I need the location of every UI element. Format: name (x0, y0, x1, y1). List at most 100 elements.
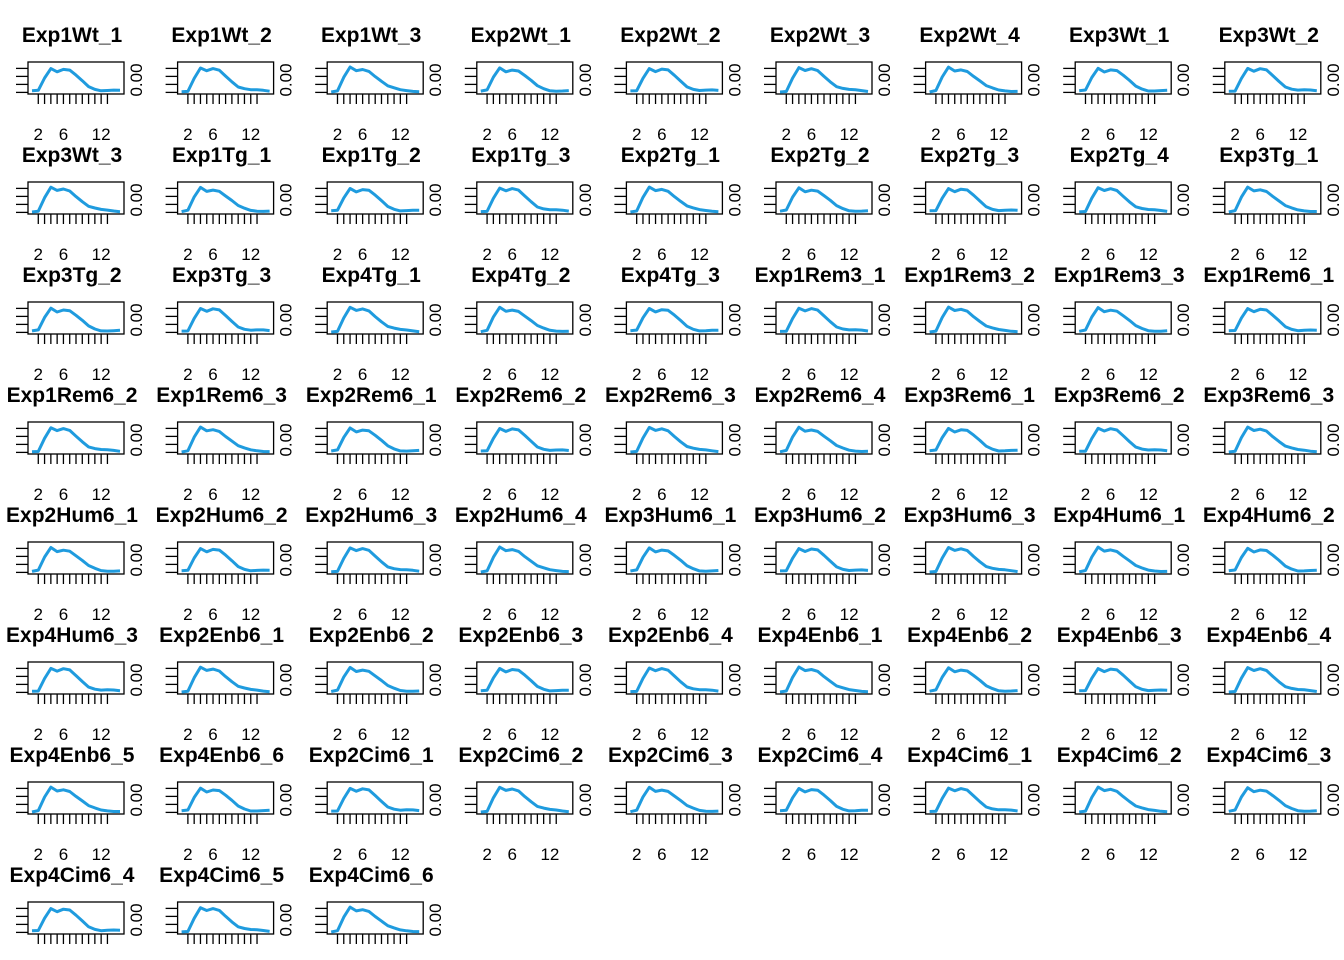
panel-title: Exp4Enb6_6 (159, 744, 284, 767)
x-tick-label: 6 (208, 725, 217, 744)
y-tick-label: 0.00 (1324, 63, 1343, 96)
x-tick-label: 12 (840, 365, 859, 384)
x-tick-label: 12 (540, 485, 559, 504)
series-line (1078, 785, 1168, 814)
chart-panel: Exp2Cim6_2 0.00 2 6 12 (458, 744, 594, 864)
y-tick-label: 0.00 (1174, 663, 1193, 696)
x-tick-label: 12 (241, 125, 260, 144)
series-line (929, 187, 1018, 213)
y-tick-label: 0.00 (725, 183, 744, 216)
y-tick-label: 0.00 (127, 663, 146, 696)
x-tick-label: 12 (540, 125, 559, 144)
plot-frame (326, 661, 424, 695)
series-line (181, 66, 270, 94)
x-tick-label: 2 (632, 725, 641, 744)
x-tick-label: 6 (59, 365, 68, 384)
x-tick-label: 6 (657, 605, 666, 624)
series-line (1228, 546, 1317, 573)
y-tick-label: 0.00 (277, 903, 296, 936)
x-tick-label: 6 (507, 485, 516, 504)
plot-frame (326, 421, 424, 455)
series-line (1228, 185, 1317, 214)
panel-title: Exp1Rem6_1 (1203, 264, 1334, 287)
y-tick-label: 0.00 (277, 543, 296, 576)
series-line (779, 425, 869, 454)
x-tick-label: 6 (657, 125, 666, 144)
series-line (31, 666, 121, 693)
plot-frame (476, 301, 574, 335)
x-tick-label: 12 (1288, 485, 1307, 504)
x-tick-label: 12 (1288, 245, 1307, 264)
y-tick-label: 0.00 (725, 423, 744, 456)
x-tick-label: 2 (333, 245, 342, 264)
y-tick-label: 0.00 (725, 303, 744, 336)
series-line (630, 785, 719, 814)
series-line (1078, 306, 1168, 333)
x-tick-label: 2 (1081, 725, 1090, 744)
panel-title: Exp1Rem6_2 (7, 384, 138, 407)
chart-panel: Exp3Rem6_2 0.00 2 6 12 (1054, 384, 1193, 504)
x-tick-label: 2 (482, 725, 491, 744)
chart-panel: Exp2Rem6_3 0.00 2 6 12 (605, 384, 744, 504)
y-tick-label: 0.00 (576, 183, 595, 216)
x-tick-label: 6 (807, 605, 816, 624)
x-tick-label: 6 (59, 605, 68, 624)
panel-title: Exp3Wt_1 (1069, 24, 1170, 47)
series-line (779, 787, 869, 813)
y-tick-label: 0.00 (426, 183, 445, 216)
panel-title: Exp4Cim6_1 (907, 744, 1032, 767)
panel-title: Exp2Cim6_2 (458, 744, 583, 767)
panel-title: Exp4Cim6_3 (1206, 744, 1331, 767)
x-tick-label: 12 (540, 245, 559, 264)
series-line (630, 425, 719, 454)
x-tick-label: 2 (482, 365, 491, 384)
y-tick-label: 0.00 (127, 423, 146, 456)
x-tick-label: 12 (540, 725, 559, 744)
x-tick-label: 12 (391, 485, 410, 504)
panel-title: Exp4Tg_2 (471, 264, 570, 287)
x-tick-label: 2 (34, 725, 43, 744)
x-tick-label: 6 (507, 605, 516, 624)
panel-title: Exp1Tg_3 (471, 144, 570, 167)
x-tick-label: 12 (391, 125, 410, 144)
panel-title: Exp4Enb6_3 (1057, 624, 1182, 647)
x-tick-label: 6 (956, 245, 965, 264)
y-tick-label: 0.00 (1174, 783, 1193, 816)
x-tick-label: 2 (782, 125, 791, 144)
chart-panel: Exp2Rem6_2 0.00 2 6 12 (455, 384, 594, 504)
x-tick-label: 2 (34, 485, 43, 504)
x-tick-label: 2 (1081, 245, 1090, 264)
x-tick-label: 12 (989, 485, 1008, 504)
x-tick-label: 2 (333, 605, 342, 624)
x-tick-label: 6 (1255, 365, 1264, 384)
panel-title: Exp2Wt_1 (471, 24, 572, 47)
panel-title: Exp3Rem6_3 (1203, 384, 1334, 407)
x-tick-label: 12 (92, 725, 111, 744)
panel-title: Exp1Wt_1 (22, 24, 123, 47)
chart-panel: Exp3Hum6_2 0.00 2 6 12 (754, 504, 894, 624)
chart-panel: Exp1Wt_10.00 2 6 12 (16, 24, 146, 144)
series-line (1228, 786, 1317, 813)
x-tick-label: 2 (1230, 605, 1239, 624)
series-line (181, 185, 270, 214)
panel-title: Exp3Hum6_2 (754, 504, 886, 527)
x-tick-label: 2 (632, 605, 641, 624)
panel-title: Exp3Rem6_2 (1054, 384, 1185, 407)
chart-panel: Exp4Cim6_3 0.00 2 6 12 (1206, 744, 1342, 864)
x-tick-label: 6 (358, 365, 367, 384)
panel-title: Exp4Tg_3 (621, 264, 720, 287)
x-tick-label: 2 (632, 845, 641, 864)
plot-frame (625, 541, 724, 575)
series-line (331, 786, 420, 813)
panel-title: Exp4Hum6_3 (6, 624, 138, 647)
panel-title: Exp3Wt_3 (22, 144, 122, 167)
y-tick-label: 0.00 (1025, 63, 1044, 96)
series-line (929, 546, 1018, 574)
series-line (929, 786, 1018, 813)
x-tick-label: 2 (782, 485, 791, 504)
x-tick-label: 2 (34, 365, 43, 384)
chart-panel: Exp4Hum6_1 0.00 2 6 12 (1053, 504, 1193, 624)
series-line (779, 665, 869, 694)
chart-panel: Exp2Tg_2 0.00 2 6 12 (764, 144, 894, 264)
x-tick-label: 12 (540, 845, 559, 864)
